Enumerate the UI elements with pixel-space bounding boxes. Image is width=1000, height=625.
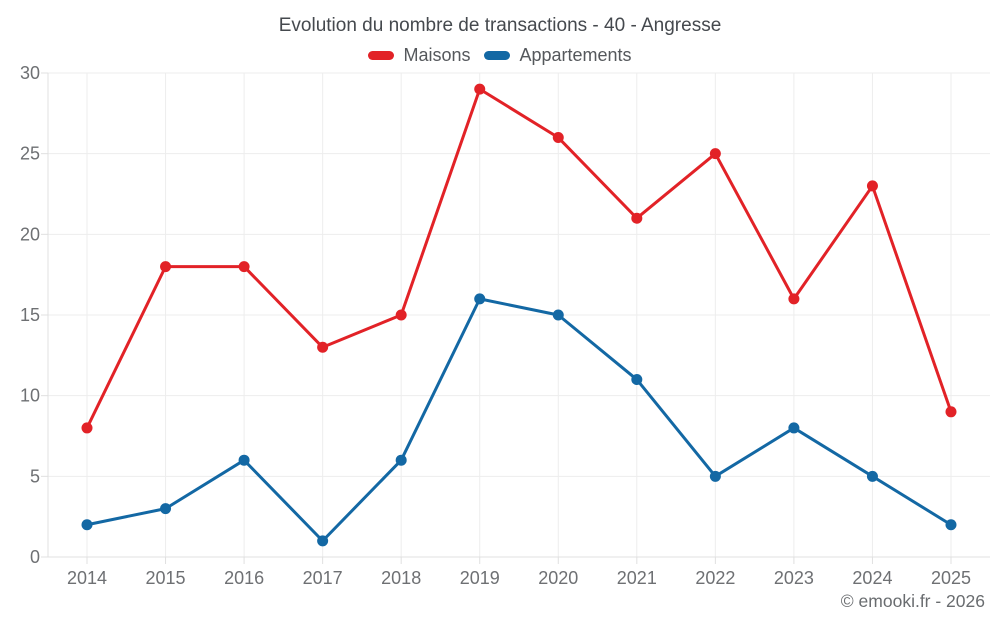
y-axis-tick-label: 20 <box>20 224 40 244</box>
data-point-maisons-2021 <box>631 212 643 224</box>
x-axis-tick-label: 2020 <box>538 568 578 588</box>
chart-title: Evolution du nombre de transactions - 40… <box>278 15 722 36</box>
x-axis-tick-label: 2016 <box>224 568 264 588</box>
legend-item-appartements: Appartements <box>484 45 632 66</box>
x-axis-tick-label: 2022 <box>695 568 735 588</box>
data-point-appartements-2014 <box>81 519 93 531</box>
y-axis-tick-label: 0 <box>30 547 40 567</box>
x-axis-tick-label: 2024 <box>852 568 892 588</box>
data-point-appartements-2016 <box>238 454 250 466</box>
data-point-maisons-2015 <box>160 261 172 273</box>
x-axis-tick-label: 2021 <box>617 568 657 588</box>
data-point-maisons-2016 <box>238 261 250 273</box>
data-point-maisons-2024 <box>866 180 878 192</box>
x-axis-tick-label: 2018 <box>381 568 421 588</box>
x-axis-tick-label: 2014 <box>67 568 107 588</box>
data-point-appartements-2025 <box>945 519 957 531</box>
data-point-appartements-2019 <box>474 293 486 305</box>
data-point-maisons-2020 <box>552 132 564 144</box>
data-point-maisons-2019 <box>474 83 486 95</box>
data-point-appartements-2022 <box>709 470 721 482</box>
data-point-maisons-2022 <box>709 148 721 160</box>
data-point-maisons-2017 <box>317 341 329 353</box>
copyright-footer: © emooki.fr - 2026 <box>840 591 985 611</box>
chart-legend: Maisons Appartements <box>0 45 1000 66</box>
x-axis-tick-label: 2025 <box>931 568 971 588</box>
series-line-maisons <box>85 87 953 430</box>
data-point-maisons-2025 <box>945 406 957 418</box>
data-point-appartements-2018 <box>395 454 407 466</box>
legend-label-appartements: Appartements <box>519 45 632 65</box>
x-axis-tick-label: 2019 <box>460 568 500 588</box>
y-axis-tick-label: 30 <box>20 63 40 83</box>
x-axis-tick-label: 2023 <box>774 568 814 588</box>
x-axis-tick-label: 2017 <box>303 568 343 588</box>
data-point-appartements-2024 <box>866 470 878 482</box>
y-axis-tick-label: 25 <box>20 144 40 164</box>
data-point-appartements-2020 <box>552 309 564 321</box>
legend-label-maisons: Maisons <box>403 45 471 65</box>
data-point-maisons-2018 <box>395 309 407 321</box>
data-point-appartements-2015 <box>160 503 172 515</box>
data-point-appartements-2021 <box>631 374 643 386</box>
legend-swatch-appartements-icon <box>484 51 511 60</box>
data-point-maisons-2023 <box>788 293 800 305</box>
y-axis-tick-label: 15 <box>20 305 40 325</box>
legend-swatch-maisons-icon <box>368 51 395 60</box>
y-axis-tick-label: 5 <box>30 466 40 486</box>
data-point-appartements-2023 <box>788 422 800 434</box>
series-line-appartements <box>85 297 953 543</box>
legend-item-maisons: Maisons <box>368 45 470 66</box>
data-point-maisons-2014 <box>81 422 93 434</box>
data-point-appartements-2017 <box>317 535 329 547</box>
x-axis-tick-label: 2015 <box>146 568 186 588</box>
y-axis-tick-label: 10 <box>20 386 40 406</box>
